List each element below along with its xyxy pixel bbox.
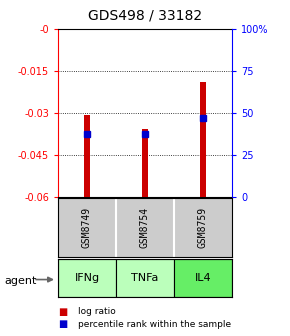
Text: IL4: IL4 xyxy=(195,273,211,283)
Text: TNFa: TNFa xyxy=(131,273,159,283)
Text: GDS498 / 33182: GDS498 / 33182 xyxy=(88,8,202,23)
Text: ■: ■ xyxy=(58,307,67,317)
Text: GSM8754: GSM8754 xyxy=(140,207,150,248)
Text: agent: agent xyxy=(4,276,37,286)
Text: IFNg: IFNg xyxy=(75,273,99,283)
Bar xyxy=(58,259,116,297)
Bar xyxy=(142,129,148,197)
Text: ■: ■ xyxy=(58,319,67,329)
Text: percentile rank within the sample: percentile rank within the sample xyxy=(78,320,231,329)
Bar xyxy=(84,115,90,197)
Bar xyxy=(174,259,232,297)
Text: GSM8759: GSM8759 xyxy=(198,207,208,248)
Text: GSM8749: GSM8749 xyxy=(82,207,92,248)
Bar xyxy=(200,82,206,197)
Bar xyxy=(116,259,174,297)
Text: log ratio: log ratio xyxy=(78,307,116,316)
